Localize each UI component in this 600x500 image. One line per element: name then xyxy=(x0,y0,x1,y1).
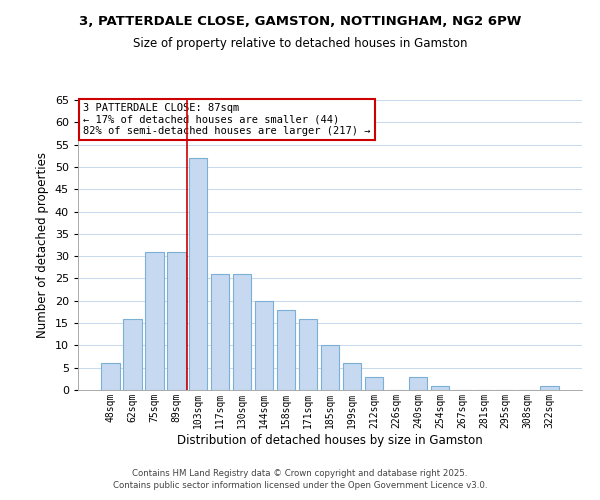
Text: Contains HM Land Registry data © Crown copyright and database right 2025.: Contains HM Land Registry data © Crown c… xyxy=(132,468,468,477)
Bar xyxy=(189,158,208,390)
Bar xyxy=(299,318,317,390)
Bar xyxy=(101,363,119,390)
Bar xyxy=(320,346,340,390)
Bar xyxy=(541,386,559,390)
Bar xyxy=(255,301,274,390)
Bar xyxy=(365,376,383,390)
Bar xyxy=(277,310,295,390)
Bar xyxy=(409,376,427,390)
Text: Contains public sector information licensed under the Open Government Licence v3: Contains public sector information licen… xyxy=(113,481,487,490)
Bar xyxy=(343,363,361,390)
Text: 3 PATTERDALE CLOSE: 87sqm
← 17% of detached houses are smaller (44)
82% of semi-: 3 PATTERDALE CLOSE: 87sqm ← 17% of detac… xyxy=(83,103,371,136)
Bar xyxy=(145,252,164,390)
Bar xyxy=(431,386,449,390)
Bar xyxy=(167,252,185,390)
Text: Size of property relative to detached houses in Gamston: Size of property relative to detached ho… xyxy=(133,38,467,51)
Bar xyxy=(123,318,142,390)
Bar xyxy=(233,274,251,390)
Text: 3, PATTERDALE CLOSE, GAMSTON, NOTTINGHAM, NG2 6PW: 3, PATTERDALE CLOSE, GAMSTON, NOTTINGHAM… xyxy=(79,15,521,28)
Bar xyxy=(211,274,229,390)
X-axis label: Distribution of detached houses by size in Gamston: Distribution of detached houses by size … xyxy=(177,434,483,446)
Y-axis label: Number of detached properties: Number of detached properties xyxy=(36,152,49,338)
